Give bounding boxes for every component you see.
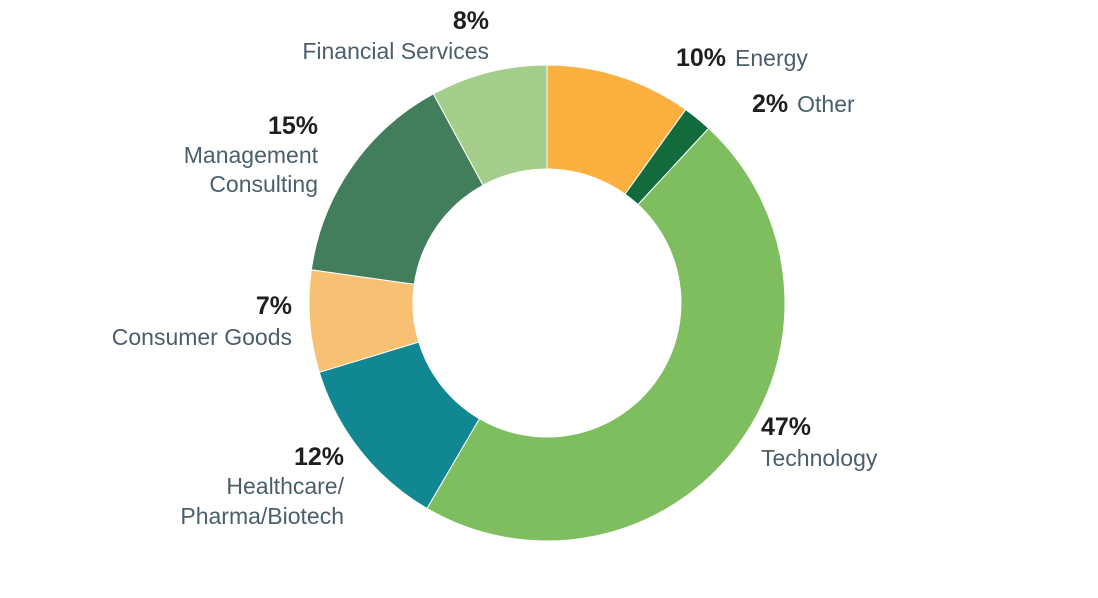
slice-name-healthcare-pharma-biotech-line-1: Healthcare/	[226, 473, 344, 499]
slice-name-management-consulting-line-2: Consulting	[209, 171, 318, 197]
slice-percent-consumer-goods: 7%	[256, 292, 292, 320]
slice-name-management-consulting-line-1: Management	[184, 142, 319, 168]
slice-percent-technology: 47%	[761, 413, 811, 441]
slice-percent-management-consulting: 15%	[268, 112, 318, 140]
slice-name-other: Other	[797, 91, 855, 117]
slice-name-consumer-goods: Consumer Goods	[112, 324, 292, 350]
slice-percent-energy: 10%	[676, 44, 726, 72]
slice-name-technology: Technology	[761, 445, 878, 471]
slice-percent-financial-services: 8%	[453, 7, 489, 35]
slice-labels: 10% Energy 2% Other 47% Technology 12%Healthca…	[112, 7, 878, 529]
slice-label-energy: 10% Energy	[676, 44, 808, 72]
slice-name-financial-services: Financial Services	[302, 38, 489, 64]
slice-financial-services	[432, 64, 548, 186]
slice-percent-other: 2%	[752, 90, 788, 118]
slice-name-healthcare-pharma-biotech-line-2: Pharma/Biotech	[180, 503, 344, 529]
slice-percent-healthcare-pharma-biotech: 12%	[294, 443, 344, 471]
slice-label-other: 2% Other	[752, 90, 855, 118]
donut-slices	[308, 64, 786, 542]
slice-name-energy: Energy	[735, 45, 808, 71]
slice-management-consulting	[310, 93, 484, 285]
slice-technology	[426, 127, 786, 542]
